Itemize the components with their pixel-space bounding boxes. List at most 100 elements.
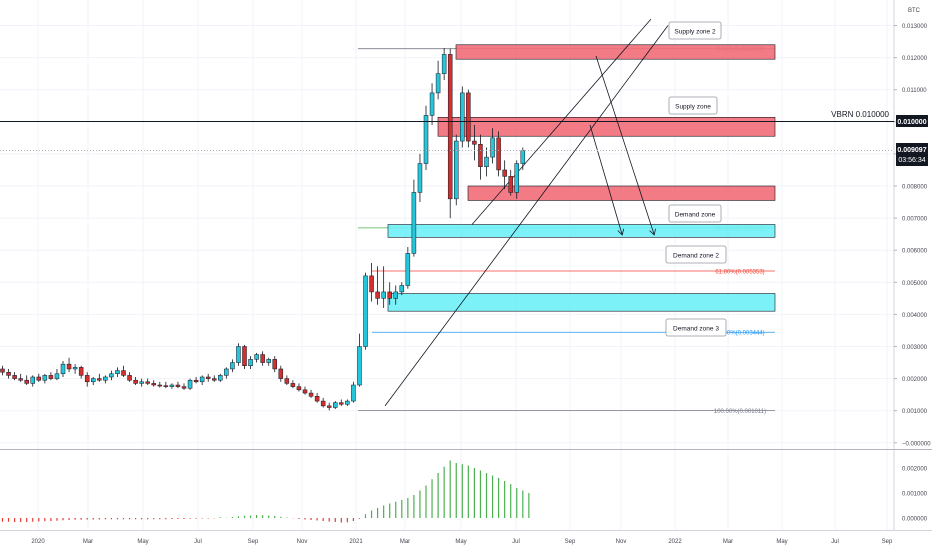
candle-body[interactable] bbox=[478, 144, 483, 167]
candle-body[interactable] bbox=[326, 405, 332, 408]
candle-body[interactable] bbox=[520, 150, 526, 164]
zone-callout[interactable] bbox=[665, 245, 727, 264]
candle-body[interactable] bbox=[0, 368, 5, 373]
zone-rect[interactable] bbox=[387, 224, 776, 238]
candle-body[interactable] bbox=[351, 384, 356, 402]
candle-body[interactable] bbox=[133, 379, 138, 384]
candle-body[interactable] bbox=[266, 359, 271, 363]
candle-body[interactable] bbox=[218, 375, 223, 381]
candle-body[interactable] bbox=[181, 386, 187, 389]
candle-body[interactable] bbox=[163, 385, 169, 387]
candle-body[interactable] bbox=[308, 392, 314, 397]
candle-body[interactable] bbox=[230, 362, 235, 370]
candle-body[interactable] bbox=[109, 373, 114, 378]
candle-body[interactable] bbox=[151, 383, 156, 386]
candle-body[interactable] bbox=[115, 370, 120, 375]
candle-body[interactable] bbox=[84, 375, 90, 383]
candle-body[interactable] bbox=[284, 378, 290, 384]
zone-rect[interactable] bbox=[467, 185, 776, 201]
candle-body[interactable] bbox=[224, 368, 229, 376]
candle-body[interactable] bbox=[78, 367, 84, 376]
candle-body[interactable] bbox=[514, 163, 519, 193]
candle-body[interactable] bbox=[466, 92, 471, 142]
candle-body[interactable] bbox=[320, 400, 326, 407]
candle-body[interactable] bbox=[423, 115, 429, 164]
candle-body[interactable] bbox=[127, 375, 132, 381]
candle-body[interactable] bbox=[42, 375, 48, 381]
candle-body[interactable] bbox=[24, 379, 29, 384]
candle-body[interactable] bbox=[145, 381, 150, 384]
candle-body[interactable] bbox=[121, 370, 126, 376]
candle-body[interactable] bbox=[157, 384, 163, 387]
zone-rect[interactable] bbox=[455, 44, 776, 60]
candle-body[interactable] bbox=[272, 359, 277, 370]
candle-body[interactable] bbox=[429, 92, 435, 116]
candle-body[interactable] bbox=[363, 275, 368, 347]
candle-body[interactable] bbox=[441, 54, 447, 74]
candle-body[interactable] bbox=[333, 402, 338, 408]
candle-body[interactable] bbox=[393, 291, 398, 299]
candle-body[interactable] bbox=[66, 363, 72, 370]
candle-body[interactable] bbox=[405, 253, 411, 286]
zone-callout[interactable] bbox=[668, 21, 722, 40]
candle-body[interactable] bbox=[496, 137, 501, 171]
candle-body[interactable] bbox=[54, 373, 60, 379]
candle-body[interactable] bbox=[187, 379, 193, 389]
candle-body[interactable] bbox=[254, 354, 259, 360]
time-axis[interactable]: 2020 Mar May Jul Sep Nov 2021 Mar May Jul Sep Nov 20… bbox=[31, 539, 893, 545]
candle-body[interactable] bbox=[387, 291, 392, 299]
candle-body[interactable] bbox=[175, 384, 181, 387]
candle-body[interactable] bbox=[60, 363, 66, 375]
candle-body[interactable] bbox=[242, 346, 247, 367]
candle-body[interactable] bbox=[454, 140, 459, 200]
candle-body[interactable] bbox=[169, 384, 175, 387]
candle-body[interactable] bbox=[97, 378, 102, 381]
zone-callout[interactable] bbox=[668, 204, 722, 223]
candle-body[interactable] bbox=[472, 140, 477, 145]
candle-body[interactable] bbox=[508, 176, 513, 193]
candle-body[interactable] bbox=[411, 192, 417, 254]
candle-body[interactable] bbox=[212, 378, 217, 381]
candle-body[interactable] bbox=[48, 375, 54, 379]
candle-body[interactable] bbox=[399, 285, 405, 293]
candle-body[interactable] bbox=[236, 346, 241, 363]
candle-body[interactable] bbox=[381, 291, 386, 299]
candle-body[interactable] bbox=[447, 54, 453, 200]
price-scale[interactable]: BTC 0.013000 0.012000 0.011000 0.010000 0.00… bbox=[894, 8, 931, 447]
trendline[interactable] bbox=[384, 25, 669, 407]
candle-body[interactable] bbox=[460, 92, 465, 142]
candle-body[interactable] bbox=[36, 376, 42, 381]
candle-body[interactable] bbox=[339, 402, 344, 405]
candle-body[interactable] bbox=[248, 359, 253, 367]
candle-body[interactable] bbox=[417, 163, 423, 193]
candle-body[interactable] bbox=[205, 376, 211, 379]
candle-body[interactable] bbox=[139, 381, 144, 384]
candle-body[interactable] bbox=[345, 400, 350, 405]
candle-body[interactable] bbox=[296, 386, 302, 391]
candle-body[interactable] bbox=[30, 376, 35, 384]
candle-body[interactable] bbox=[6, 371, 11, 376]
candle-body[interactable] bbox=[290, 383, 296, 387]
candle-body[interactable] bbox=[193, 379, 199, 383]
zone-rect[interactable] bbox=[387, 293, 776, 312]
candle-body[interactable] bbox=[302, 389, 308, 394]
candle-body[interactable] bbox=[72, 367, 78, 370]
candle-body[interactable] bbox=[18, 378, 23, 381]
zone-callout[interactable] bbox=[665, 318, 727, 337]
candle-body[interactable] bbox=[357, 346, 362, 386]
candle-body[interactable] bbox=[260, 354, 265, 363]
candle-body[interactable] bbox=[369, 275, 374, 293]
candle-body[interactable] bbox=[278, 368, 284, 379]
zone-callout[interactable] bbox=[668, 96, 718, 115]
candle-body[interactable] bbox=[91, 378, 96, 383]
candle-body[interactable] bbox=[103, 376, 108, 381]
candle-body[interactable] bbox=[12, 375, 17, 379]
zone-rect[interactable] bbox=[437, 117, 776, 137]
candle-body[interactable] bbox=[314, 396, 320, 402]
projection-arrow[interactable] bbox=[595, 55, 654, 234]
candle-body[interactable] bbox=[490, 137, 495, 158]
candle-body[interactable] bbox=[435, 73, 441, 94]
candle-body[interactable] bbox=[484, 156, 489, 167]
candle-body[interactable] bbox=[199, 376, 205, 383]
candle-body[interactable] bbox=[375, 291, 380, 299]
